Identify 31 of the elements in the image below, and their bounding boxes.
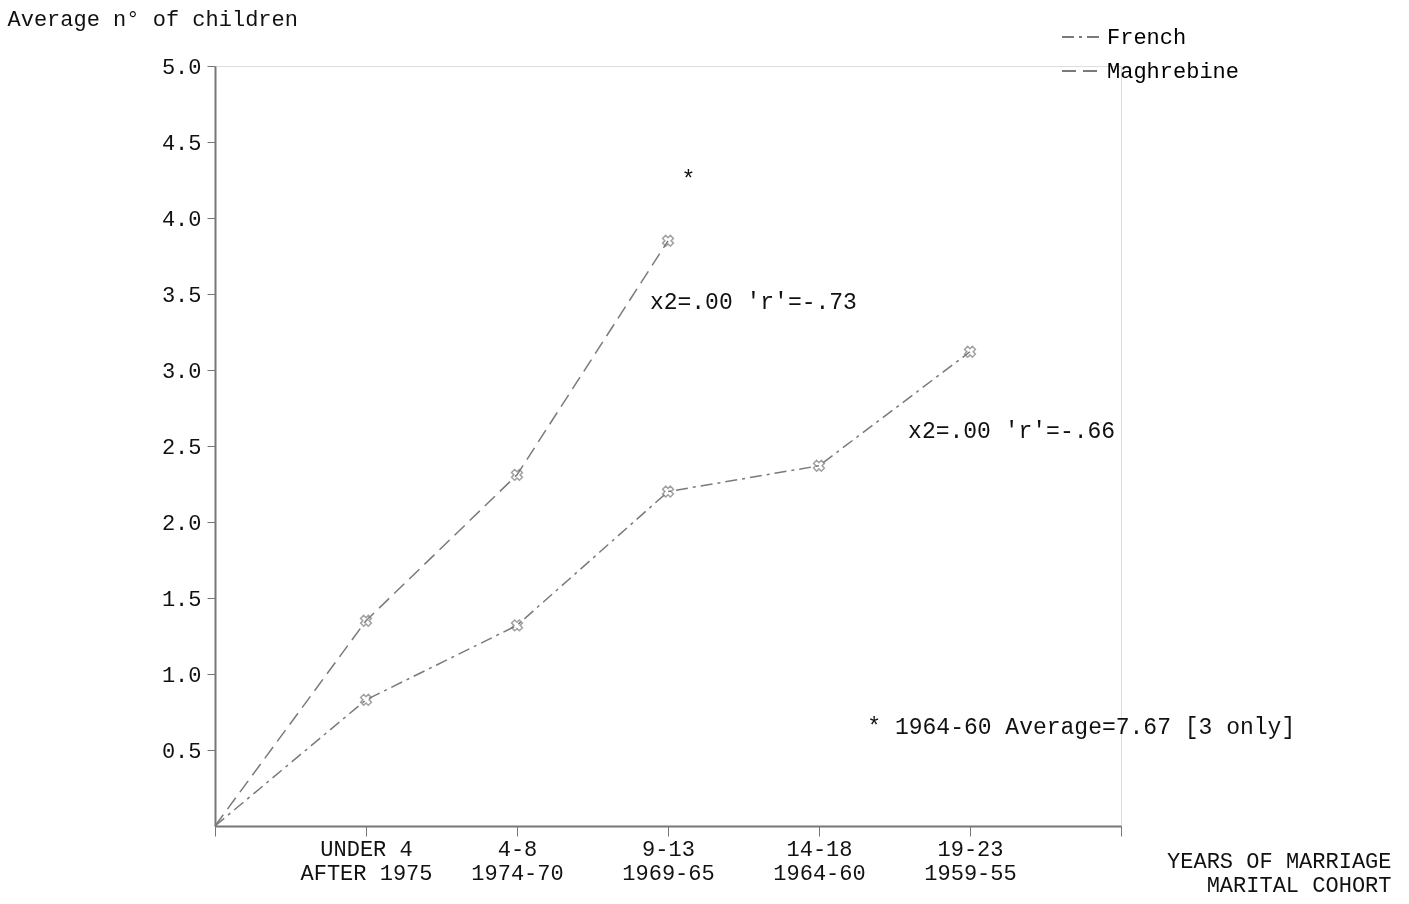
point	[812, 459, 826, 472]
y-tick-label: 2.0	[161, 511, 202, 537]
y-tick-label: 4.0	[161, 207, 202, 233]
y-axis-title: Average n° of children	[7, 7, 298, 33]
x-tick-label: 9-13 1969-65	[622, 837, 715, 887]
point	[510, 468, 524, 482]
annotation: x2=.00 'r'=-.66	[908, 418, 1116, 445]
x-tick-label: 14-18 1964-60	[773, 837, 866, 887]
legend-label: Maghrebine	[1107, 60, 1240, 85]
x-tick-label: 4-8 1974-70	[471, 837, 564, 887]
point	[661, 485, 675, 498]
x-axis-title: YEARS OF MARRIAGE MARITAL COHORT	[1167, 849, 1392, 899]
point	[963, 345, 977, 358]
y-tick-label: 4.5	[161, 131, 202, 157]
y-tick-label: 0.5	[161, 739, 202, 765]
x-tick-label: UNDER 4 AFTER 1975	[300, 837, 433, 887]
y-tick-label: 1.5	[161, 587, 202, 613]
point	[359, 693, 373, 707]
y-tick-label: 3.0	[161, 359, 202, 385]
y-tick-label: 3.5	[161, 283, 202, 309]
annotation: * 1964-60 Average=7.67 [3 only]	[867, 715, 1296, 742]
y-tick-label: 5.0	[161, 55, 202, 81]
annotation: x2=.00 'r'=-.73	[649, 289, 857, 316]
y-tick-label: 2.5	[161, 435, 202, 461]
x-tick-label: 19-23 1959-55	[924, 837, 1017, 887]
point	[510, 619, 524, 632]
point	[359, 614, 373, 627]
annotation: *	[681, 168, 696, 194]
point	[661, 234, 675, 247]
y-tick-label: 1.0	[161, 663, 202, 689]
legend-label: French	[1107, 26, 1187, 51]
